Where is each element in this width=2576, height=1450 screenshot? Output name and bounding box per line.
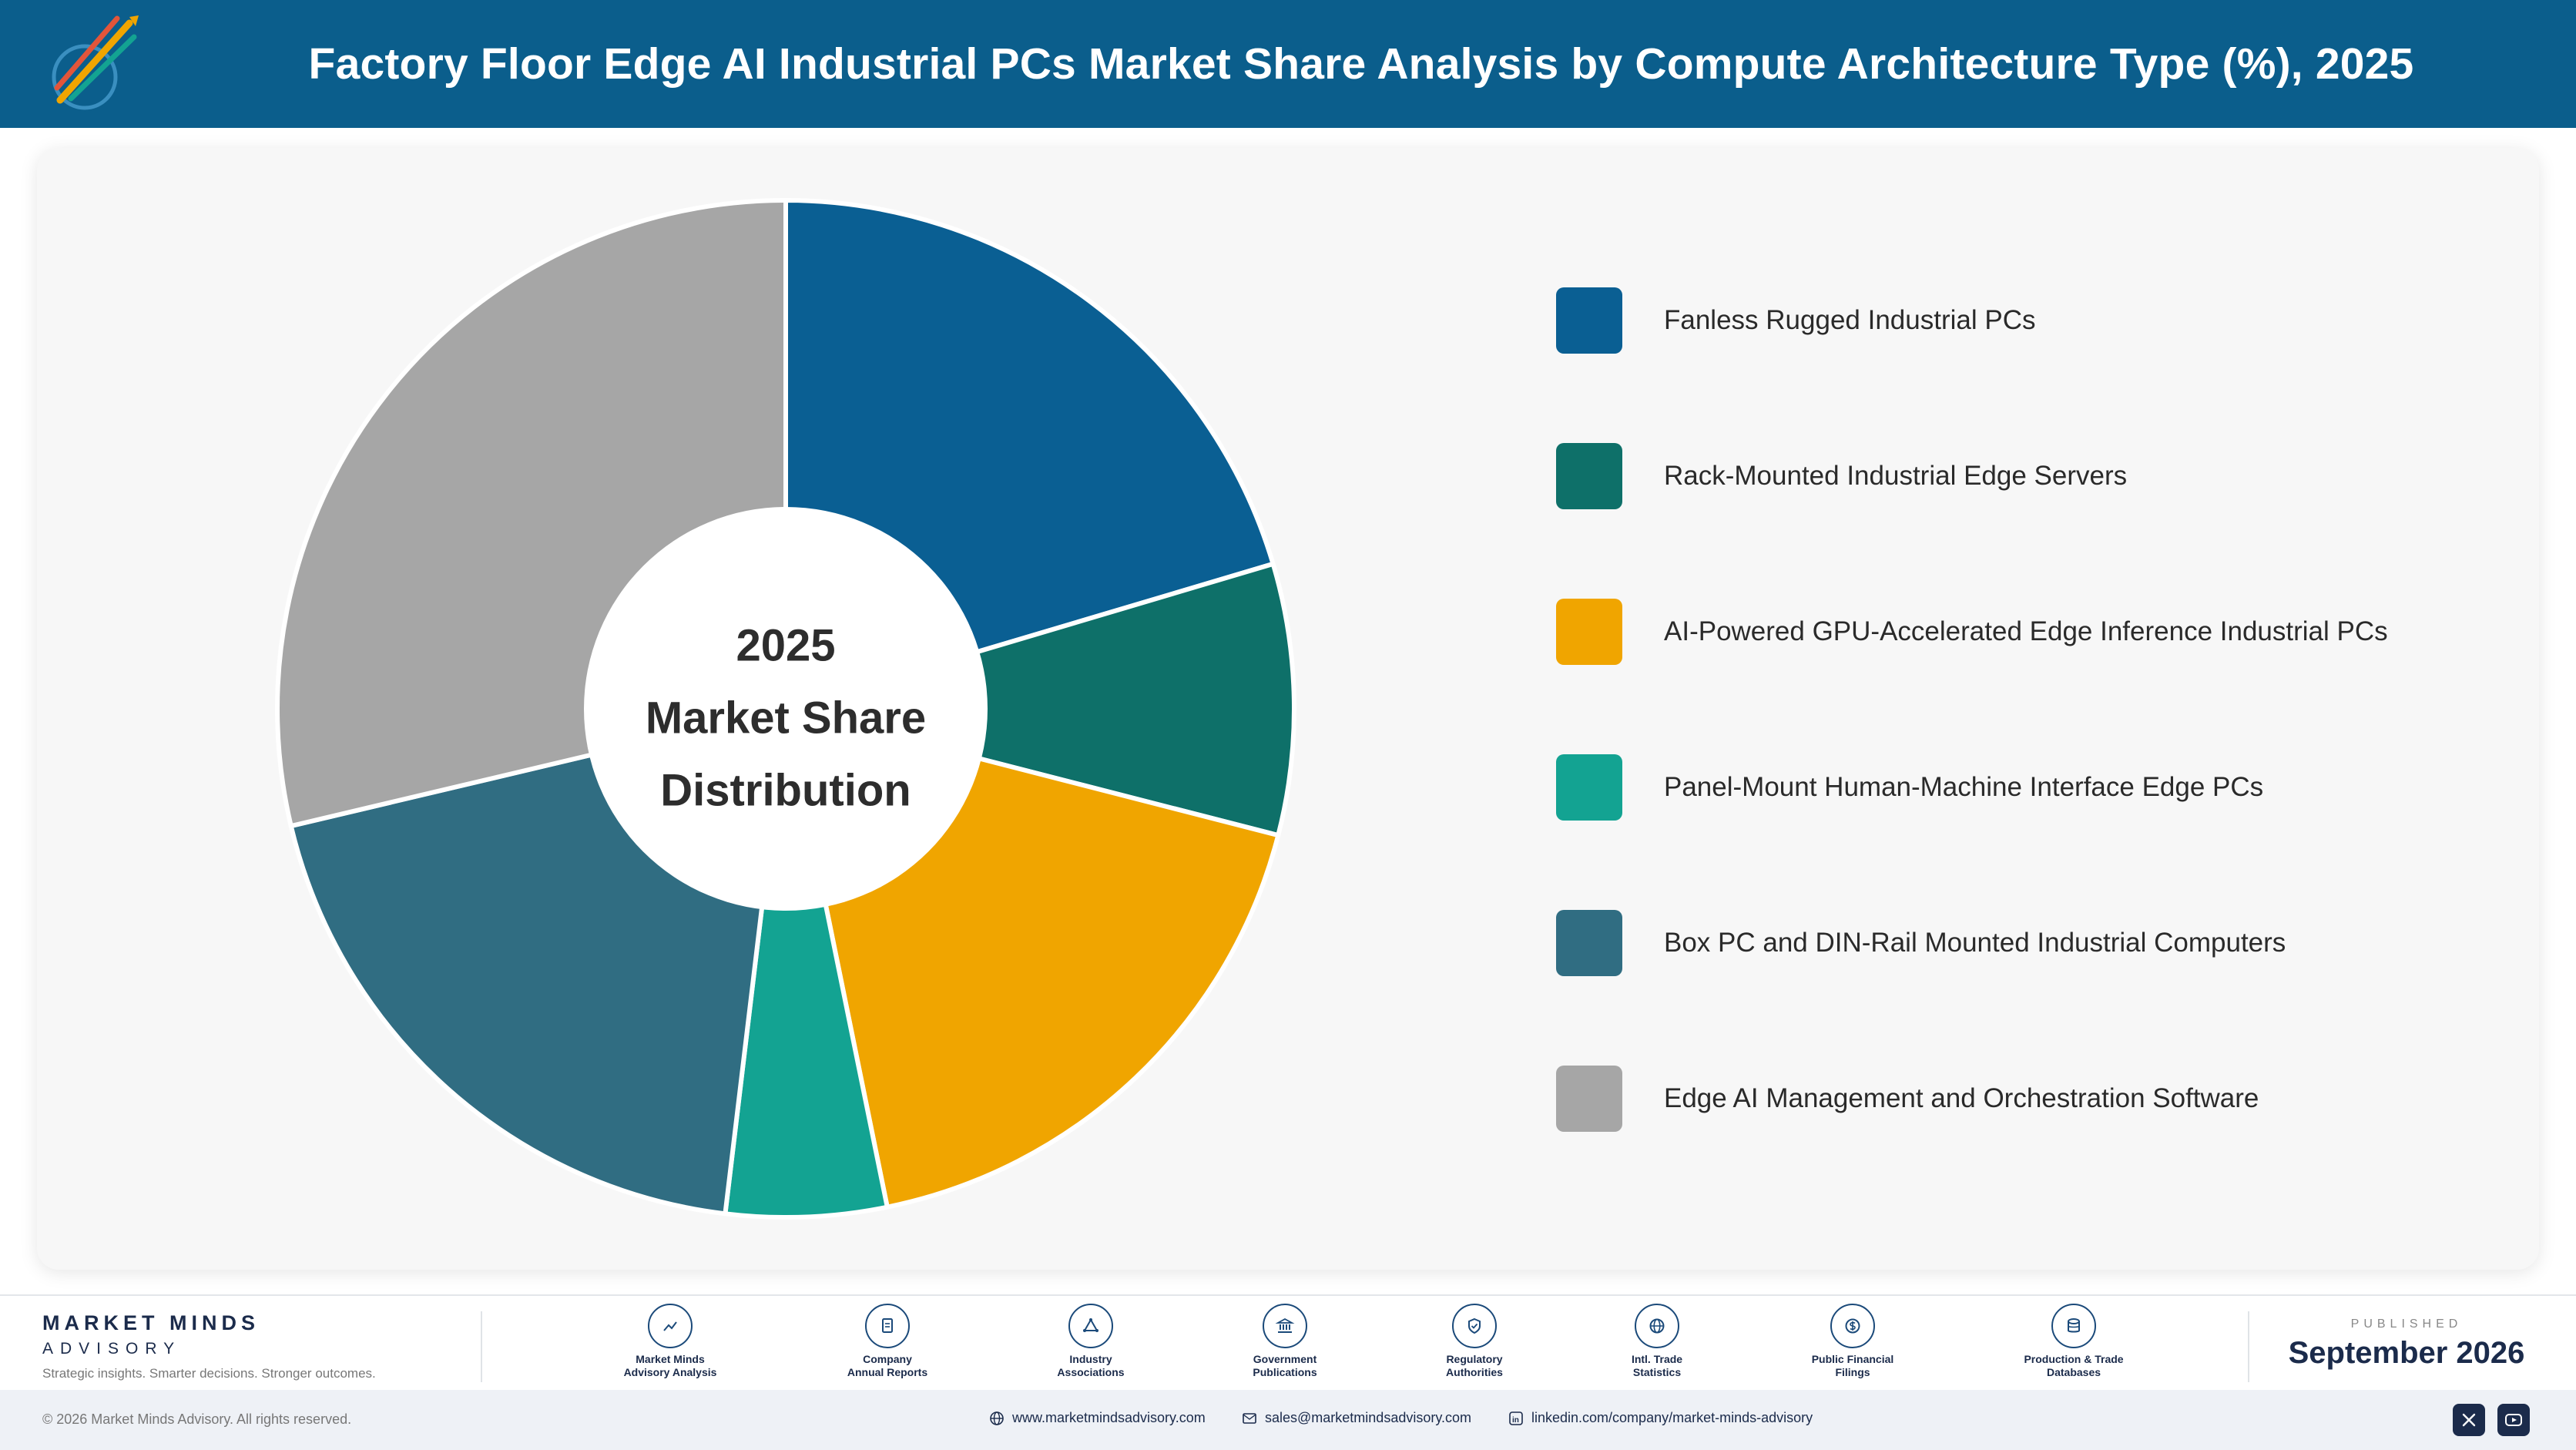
source-item: Company Annual Reports (803, 1304, 972, 1379)
legend-swatch (1556, 1066, 1622, 1132)
legend-swatch (1556, 287, 1622, 354)
legend-item-panel-mount-human-machine-interface-edge-pcs[interactable]: Panel-Mount Human-Machine Interface Edge… (1556, 754, 2480, 821)
source-label: Regulatory Authorities (1390, 1353, 1559, 1379)
source-label: Production & Trade Databases (1989, 1353, 2158, 1379)
legend-item-edge-ai-management-and-orchestration-software[interactable]: Edge AI Management and Orchestration Sof… (1556, 1065, 2480, 1133)
legend-swatch (1556, 443, 1622, 509)
center-label-line: Distribution (660, 765, 911, 815)
center-label-line: 2025 (736, 620, 835, 670)
source-label-line: Statistics (1632, 1366, 1682, 1378)
published-date: September 2026 (2288, 1336, 2525, 1370)
brand-name: MARKET MINDS (42, 1311, 260, 1334)
center-label-line: Market Share (646, 693, 926, 743)
footer-divider (481, 1311, 482, 1382)
trend-chart-icon (648, 1304, 693, 1348)
source-label-line: Government (1253, 1353, 1317, 1365)
government-building-icon (1263, 1304, 1307, 1348)
email-link[interactable]: sales@marketmindsadvisory.com (1242, 1410, 1471, 1426)
website-link[interactable]: www.marketmindsadvisory.com (989, 1410, 1206, 1426)
source-item: Market Minds Advisory Analysis (585, 1304, 755, 1379)
footer: MARKET MINDS ADVISORY Strategic insights… (0, 1294, 2576, 1390)
header-bar: Factory Floor Edge AI Industrial PCs Mar… (0, 0, 2576, 128)
legend-item-ai-powered-gpu-accelerated-edge-inference-industrial-pcs[interactable]: AI-Powered GPU-Accelerated Edge Inferenc… (1556, 598, 2480, 666)
youtube-social-button[interactable] (2497, 1404, 2530, 1436)
x-social-button[interactable] (2453, 1404, 2485, 1436)
source-item: Industry Associations (1006, 1304, 1176, 1379)
donut-chart: 2025 Market Share Distribution (277, 200, 1296, 1220)
footer-brand: MARKET MINDS ADVISORY Strategic insights… (42, 1311, 376, 1381)
slice-panel-mount-human-machine-interface-edge-pcs[interactable] (723, 707, 890, 1220)
source-label-line: Company (863, 1353, 912, 1365)
document-icon (865, 1304, 910, 1348)
mail-icon (1243, 1412, 1256, 1424)
source-item: Government Publications (1200, 1304, 1370, 1379)
svg-text:in: in (1512, 1416, 1519, 1425)
source-item: Intl. Trade Statistics (1572, 1304, 1742, 1379)
source-label: Public Financial Filings (1768, 1353, 1937, 1379)
source-label: Government Publications (1200, 1353, 1370, 1379)
x-logo-icon (2462, 1413, 2476, 1427)
source-label: Industry Associations (1006, 1353, 1176, 1379)
source-label-line: Intl. Trade (1631, 1353, 1683, 1365)
legend-label: Edge AI Management and Orchestration Sof… (1664, 1083, 2259, 1113)
copyright-text: © 2026 Market Minds Advisory. All rights… (42, 1411, 352, 1427)
source-label-line: Associations (1057, 1366, 1125, 1378)
source-label-line: Regulatory (1446, 1353, 1503, 1365)
shield-check-icon (1452, 1304, 1497, 1348)
source-label: Intl. Trade Statistics (1572, 1353, 1742, 1379)
source-item: Regulatory Authorities (1390, 1304, 1559, 1379)
linkedin-icon: in (1509, 1411, 1523, 1425)
source-label-line: Production & Trade (2024, 1353, 2124, 1365)
source-label-line: Market Minds (636, 1353, 705, 1365)
legend-label: Fanless Rugged Industrial PCs (1664, 305, 2036, 335)
source-label-line: Industry (1069, 1353, 1112, 1365)
source-label-line: Databases (2046, 1366, 2101, 1378)
source-item: Production & Trade Databases (1989, 1304, 2158, 1379)
website-text: www.marketmindsadvisory.com (1012, 1410, 1206, 1425)
linkedin-link[interactable]: in linkedin.com/company/market-minds-adv… (1508, 1410, 1813, 1426)
brand-tagline: Strategic insights. Smarter decisions. S… (42, 1366, 376, 1381)
legend-label: AI-Powered GPU-Accelerated Edge Inferenc… (1664, 616, 2388, 646)
database-icon (2051, 1304, 2096, 1348)
source-label-line: Filings (1835, 1366, 1870, 1378)
source-label: Company Annual Reports (803, 1353, 972, 1379)
brand-subtitle: ADVISORY (42, 1340, 182, 1358)
source-label: Market Minds Advisory Analysis (585, 1353, 755, 1379)
email-text: sales@marketmindsadvisory.com (1265, 1410, 1472, 1425)
globe-icon (990, 1411, 1004, 1425)
published-block: PUBLISHED September 2026 (2283, 1317, 2530, 1371)
company-logo-icon (52, 15, 139, 110)
legend-swatch (1556, 754, 1622, 821)
legend-item-fanless-rugged-industrial-pcs[interactable]: Fanless Rugged Industrial PCs (1556, 287, 2480, 354)
legend-item-rack-mounted-industrial-edge-servers[interactable]: Rack-Mounted Industrial Edge Servers (1556, 442, 2480, 510)
youtube-icon (2505, 1414, 2522, 1426)
legend-swatch (1556, 910, 1622, 976)
donut-center (584, 507, 988, 911)
dollar-coin-icon (1830, 1304, 1875, 1348)
linkedin-text: linkedin.com/company/market-minds-adviso… (1531, 1410, 1813, 1425)
legend-item-box-pc-and-din-rail-mounted-industrial-computers[interactable]: Box PC and DIN-Rail Mounted Industrial C… (1556, 909, 2480, 977)
legend-label: Box PC and DIN-Rail Mounted Industrial C… (1664, 928, 2286, 958)
footer-divider (2248, 1311, 2249, 1382)
legend-label: Panel-Mount Human-Machine Interface Edge… (1664, 772, 2264, 802)
source-label-line: Advisory Analysis (623, 1366, 717, 1378)
legend-swatch (1556, 599, 1622, 665)
source-item: Public Financial Filings (1768, 1304, 1937, 1379)
source-label-line: Annual Reports (847, 1366, 928, 1378)
legend-label: Rack-Mounted Industrial Edge Servers (1664, 461, 2128, 491)
slice-rack-mounted-industrial-edge-servers[interactable] (783, 561, 1296, 838)
published-label: PUBLISHED (2350, 1317, 2463, 1331)
source-label-line: Authorities (1446, 1366, 1503, 1378)
page-title: Factory Floor Edge AI Industrial PCs Mar… (308, 39, 2414, 89)
globe-icon (1635, 1304, 1679, 1348)
source-label-line: Publications (1253, 1366, 1317, 1378)
source-label-line: Public Financial (1811, 1353, 1894, 1365)
network-icon (1068, 1304, 1113, 1348)
bottom-bar: © 2026 Market Minds Advisory. All rights… (0, 1390, 2576, 1450)
